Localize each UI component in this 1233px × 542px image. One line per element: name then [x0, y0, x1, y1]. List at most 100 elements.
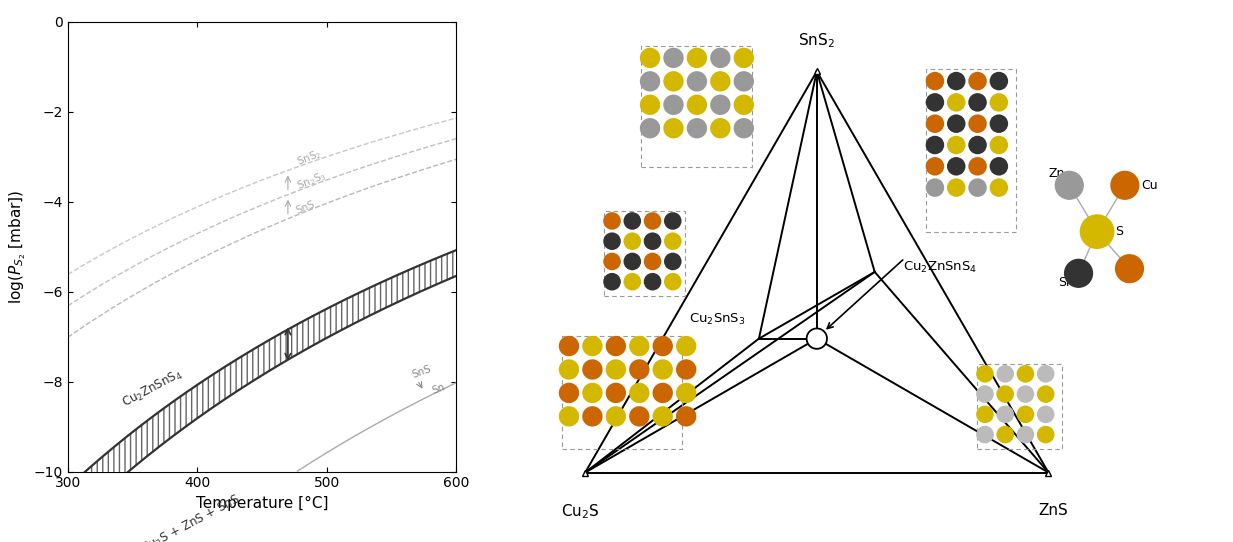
Circle shape: [947, 136, 965, 154]
Circle shape: [665, 212, 682, 230]
Circle shape: [652, 406, 673, 427]
Text: Cu$_2$SnS$_3$: Cu$_2$SnS$_3$: [688, 312, 745, 327]
Circle shape: [559, 336, 580, 356]
Circle shape: [1037, 365, 1054, 383]
Circle shape: [996, 405, 1014, 423]
Circle shape: [926, 136, 944, 154]
Text: Sn$_2$S$_3$: Sn$_2$S$_3$: [295, 169, 328, 193]
Circle shape: [665, 273, 682, 291]
Circle shape: [947, 72, 965, 91]
Circle shape: [629, 383, 650, 403]
Circle shape: [629, 336, 650, 356]
Text: Sn: Sn: [430, 382, 446, 396]
Circle shape: [559, 383, 580, 403]
Circle shape: [1017, 365, 1034, 383]
Circle shape: [990, 157, 1009, 176]
Circle shape: [806, 328, 827, 349]
Circle shape: [687, 48, 707, 68]
Circle shape: [990, 136, 1009, 154]
Circle shape: [663, 118, 683, 138]
Circle shape: [663, 71, 683, 92]
Circle shape: [977, 405, 994, 423]
Circle shape: [996, 385, 1014, 403]
Circle shape: [644, 233, 661, 250]
Circle shape: [996, 365, 1014, 383]
Circle shape: [926, 93, 944, 112]
Circle shape: [977, 365, 994, 383]
Circle shape: [624, 233, 641, 250]
Circle shape: [968, 114, 986, 133]
Text: SnS$_2$: SnS$_2$: [799, 32, 835, 50]
Circle shape: [947, 178, 965, 197]
Circle shape: [1111, 171, 1139, 199]
Circle shape: [734, 95, 755, 115]
Text: Sn: Sn: [1058, 276, 1074, 289]
Text: SnS$_2$: SnS$_2$: [295, 146, 323, 169]
Y-axis label: log($\it{P}_{S_2}$ [mbar]): log($\it{P}_{S_2}$ [mbar]): [7, 190, 28, 304]
Circle shape: [968, 157, 986, 176]
Text: Cu$_2$ZnSnS$_4$: Cu$_2$ZnSnS$_4$: [120, 366, 185, 410]
Circle shape: [1037, 385, 1054, 403]
Text: SnS: SnS: [411, 364, 433, 380]
Circle shape: [1037, 426, 1054, 443]
Circle shape: [624, 253, 641, 270]
Circle shape: [665, 233, 682, 250]
Circle shape: [734, 48, 755, 68]
Circle shape: [968, 93, 986, 112]
Circle shape: [665, 253, 682, 270]
Bar: [977, 364, 1063, 449]
Circle shape: [582, 383, 603, 403]
Circle shape: [926, 157, 944, 176]
Circle shape: [629, 359, 650, 380]
Circle shape: [652, 336, 673, 356]
Circle shape: [582, 359, 603, 380]
Circle shape: [582, 406, 603, 427]
Circle shape: [1080, 215, 1113, 248]
Circle shape: [947, 93, 965, 112]
Text: S: S: [1115, 225, 1123, 238]
Text: Cu$_2$S + ZnS + SnS: Cu$_2$S + ZnS + SnS: [139, 492, 243, 542]
Text: Cu$_2$ZnSnS$_4$: Cu$_2$ZnSnS$_4$: [903, 260, 977, 275]
Circle shape: [582, 336, 603, 356]
Circle shape: [676, 359, 697, 380]
Circle shape: [644, 253, 661, 270]
Circle shape: [629, 406, 650, 427]
Circle shape: [990, 72, 1009, 91]
Circle shape: [947, 114, 965, 133]
Circle shape: [990, 114, 1009, 133]
Circle shape: [710, 48, 731, 68]
Circle shape: [977, 426, 994, 443]
Text: Cu: Cu: [1141, 179, 1158, 192]
Circle shape: [603, 273, 621, 291]
Circle shape: [1017, 426, 1034, 443]
Circle shape: [1037, 405, 1054, 423]
Circle shape: [968, 178, 986, 197]
Circle shape: [687, 118, 707, 138]
Text: SnS: SnS: [295, 199, 317, 215]
Circle shape: [624, 273, 641, 291]
Circle shape: [603, 212, 621, 230]
Circle shape: [676, 383, 697, 403]
Circle shape: [687, 71, 707, 92]
Circle shape: [990, 93, 1009, 112]
Circle shape: [559, 406, 580, 427]
Circle shape: [977, 385, 994, 403]
Bar: [604, 211, 684, 296]
Circle shape: [652, 383, 673, 403]
Circle shape: [734, 118, 755, 138]
Text: Cu$_2$S: Cu$_2$S: [561, 502, 599, 521]
Circle shape: [687, 95, 707, 115]
Circle shape: [603, 253, 621, 270]
Circle shape: [605, 406, 626, 427]
Circle shape: [1116, 255, 1143, 282]
Bar: [562, 336, 683, 449]
Circle shape: [605, 336, 626, 356]
Circle shape: [1017, 385, 1034, 403]
Circle shape: [710, 71, 731, 92]
Circle shape: [603, 233, 621, 250]
Circle shape: [710, 95, 731, 115]
Bar: [641, 46, 752, 167]
Circle shape: [926, 178, 944, 197]
Circle shape: [559, 359, 580, 380]
Circle shape: [990, 178, 1009, 197]
